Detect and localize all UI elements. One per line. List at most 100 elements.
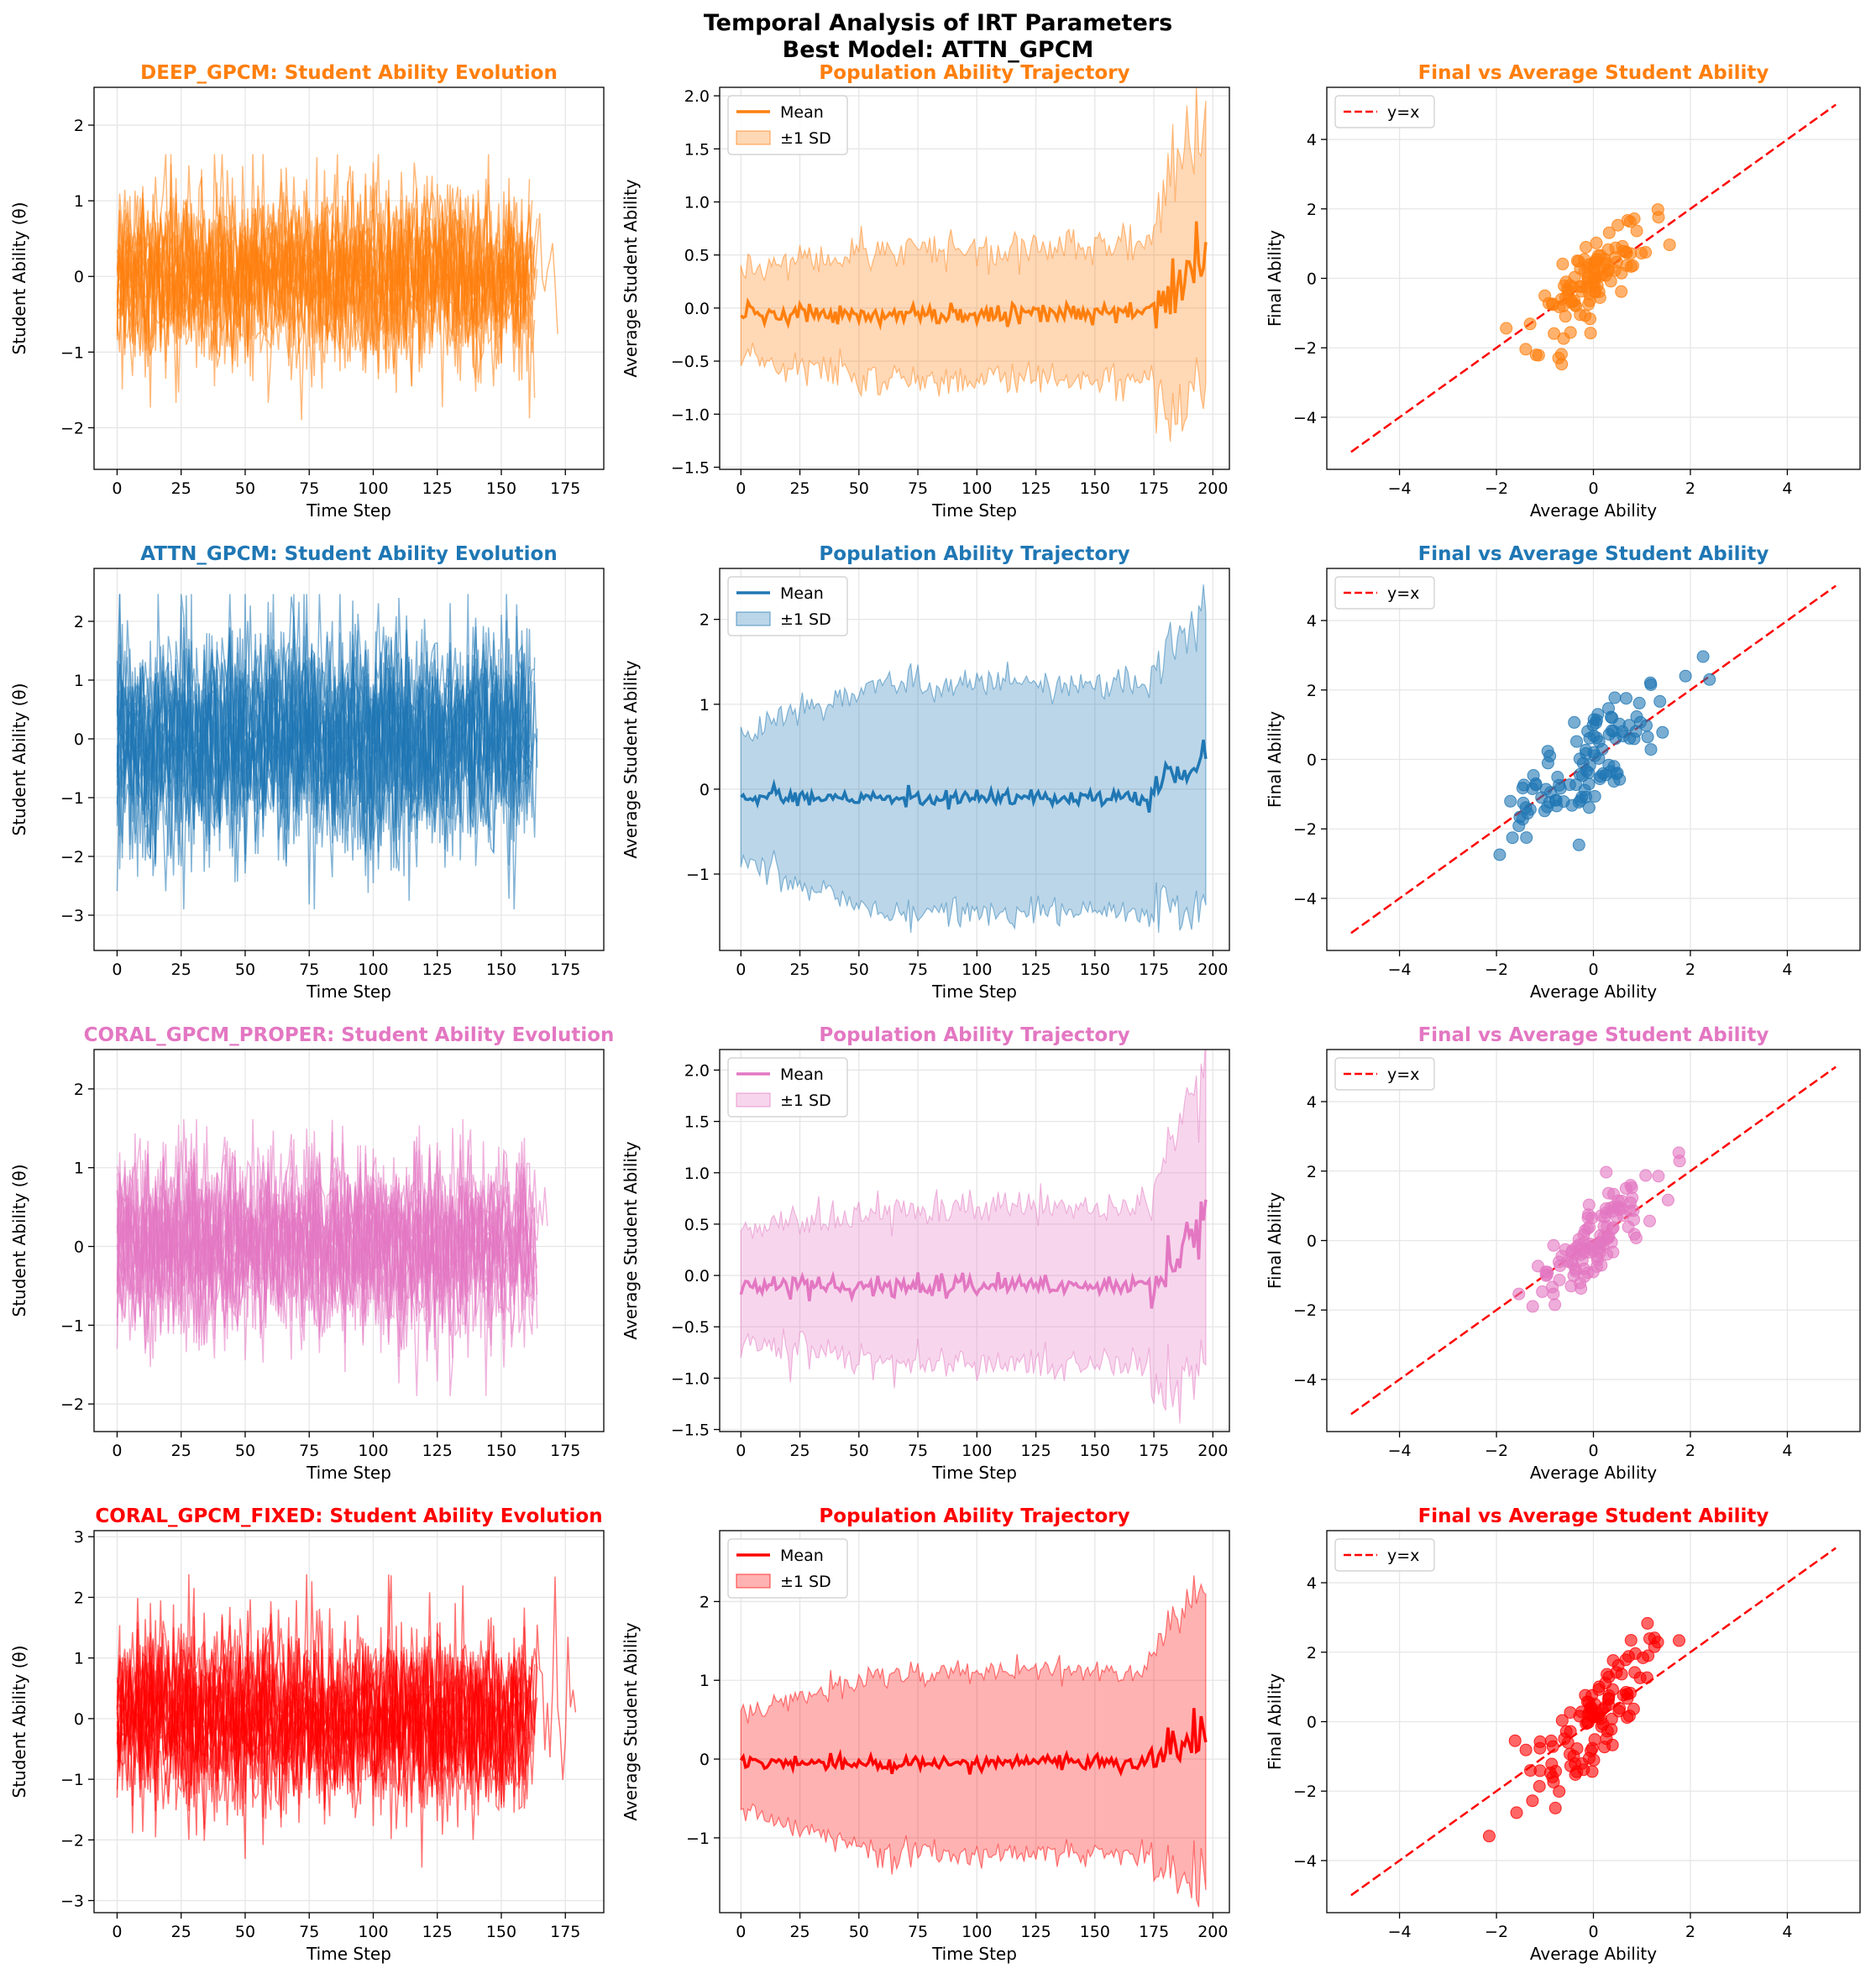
scatter-point [1627,732,1641,746]
y-tick-label: 2 [700,611,710,630]
scatter-point [1599,269,1612,282]
ability-series-line [116,594,531,872]
y-axis-label: Average Student Ability [621,1622,641,1820]
panel-title: Final vs Average Student Ability [1418,1024,1769,1046]
y-axis-label: Final Ability [1265,1192,1285,1289]
mean-line [740,739,1208,813]
y-tick-label: 0 [1307,1714,1317,1732]
x-tick-label: 75 [299,1923,319,1941]
y-tick-label: −2 [60,1395,84,1414]
scatter-point [1508,1734,1522,1747]
scatter-point [1590,236,1603,249]
sd-band [740,1050,1207,1424]
scatter-point [1590,254,1603,268]
scatter-point [1615,1667,1628,1681]
legend-box [1334,95,1435,128]
gridlines [1327,568,1860,950]
scatter-point [1613,772,1627,786]
scatter-point [1541,745,1554,758]
sd-band [740,584,1207,934]
scatter-point [1595,1259,1608,1272]
y-tick-label: −2 [1293,1301,1317,1320]
scatter-point [1627,259,1639,272]
scatter-point [1644,743,1658,757]
x-tick-label: 150 [486,1923,516,1941]
x-tick-label: 100 [962,1923,992,1941]
x-tick-label: 2 [1685,1442,1695,1460]
scatter-point [1548,1801,1562,1814]
y-axis-label: Final Ability [1265,230,1285,327]
plot-area [739,1575,1208,1908]
scatter-point [1630,224,1643,238]
x-axis-label: Time Step [306,500,391,521]
figure-subtitle: Best Model: ATTN_GPCM [783,37,1094,63]
scatter-point [1572,838,1585,851]
x-axis-label: Time Step [931,1463,1017,1483]
scatter-point [1504,794,1517,808]
scatter-point [1559,310,1572,323]
scatter-point [1604,1202,1617,1215]
x-tick-label: 50 [849,479,869,498]
legend-sd-swatch [736,130,771,145]
y-tick-label: 2 [1307,201,1317,219]
x-tick-label: −2 [1485,479,1508,498]
scatter-point [1493,848,1507,861]
y-tick-label: 1.0 [684,1165,710,1183]
scatter-point [1575,280,1588,293]
panel-evolution-coral-gpcm-proper: 0 25 50 75 100 125 150 175 −2 −1 0 1 2 CORAL_GPCM_PRO… [9,1024,614,1483]
scatter-point [1611,1194,1625,1207]
legend: Mean ±1 SD [727,95,848,155]
scatter-point [1602,1186,1615,1200]
y-tick-label: 2 [74,613,84,631]
plot-area [1350,584,1837,935]
scatter-point [1529,348,1543,362]
panel-title: Final vs Average Student Ability [1418,543,1769,565]
x-tick-label: 175 [550,1923,580,1941]
scatter-point [1602,1689,1616,1702]
legend-sd-label: ±1 SD [780,610,831,629]
y-axis-label: Student Ability (θ) [9,202,29,354]
scatter-point [1625,1181,1638,1195]
panel-trajectory-coral-gpcm-fixed: 0 25 50 75 100 125 150 175 200 −1 0 1 2 Population Ab… [621,1505,1230,1964]
legend: Mean ±1 SD [727,1057,848,1118]
y-tick-label: −2 [1293,820,1317,839]
x-tick-label: 0 [736,961,746,979]
y-tick-label: −3 [60,1893,84,1911]
x-tick-label: 100 [358,1442,388,1460]
plot-area [116,1573,577,1868]
legend-box [1334,1538,1435,1572]
panel-final_vs_average-attn-gpcm: −4 −2 0 2 4 −4 −2 0 2 4 Final vs Average Student A… [1265,543,1861,1002]
y-tick-label: −1.0 [671,1369,710,1388]
x-tick-label: 100 [962,1442,992,1460]
scatter-point [1562,284,1575,297]
x-tick-label: 175 [1139,479,1169,498]
scatter-point [1648,1640,1661,1653]
y-axis-label: Average Student Ability [621,1141,641,1339]
x-tick-label: 75 [908,479,928,498]
x-tick-label: −2 [1485,1442,1508,1460]
scatter-point [1673,1634,1685,1647]
scatter-point [1544,786,1558,799]
x-axis-label: Time Step [931,982,1017,1002]
x-tick-label: 175 [1139,1442,1169,1460]
scatter-point [1543,1767,1557,1779]
scatter-point [1526,1794,1539,1808]
x-tick-label: 150 [1080,961,1110,979]
x-tick-label: 4 [1782,479,1792,498]
scatter-point [1582,298,1596,311]
x-tick-label: 0 [112,961,122,979]
scatter-point [1564,1747,1576,1761]
plot-area [1350,103,1837,453]
x-tick-label: 125 [1020,1923,1051,1941]
panel-title: CORAL_GPCM_PROPER: Student Ability Evolu… [84,1024,615,1046]
x-tick-label: 0 [112,479,122,498]
scatter-point [1551,771,1564,783]
y-tick-label: 0 [74,1238,84,1257]
plot-area [1350,1065,1837,1416]
y-tick-label: 2 [74,117,84,135]
x-tick-label: 25 [171,1923,191,1941]
scatter-point [1526,1300,1539,1313]
x-tick-label: 50 [235,1923,255,1941]
y-tick-label: −1 [60,789,84,808]
y-axis-label: Student Ability (θ) [9,1645,29,1798]
